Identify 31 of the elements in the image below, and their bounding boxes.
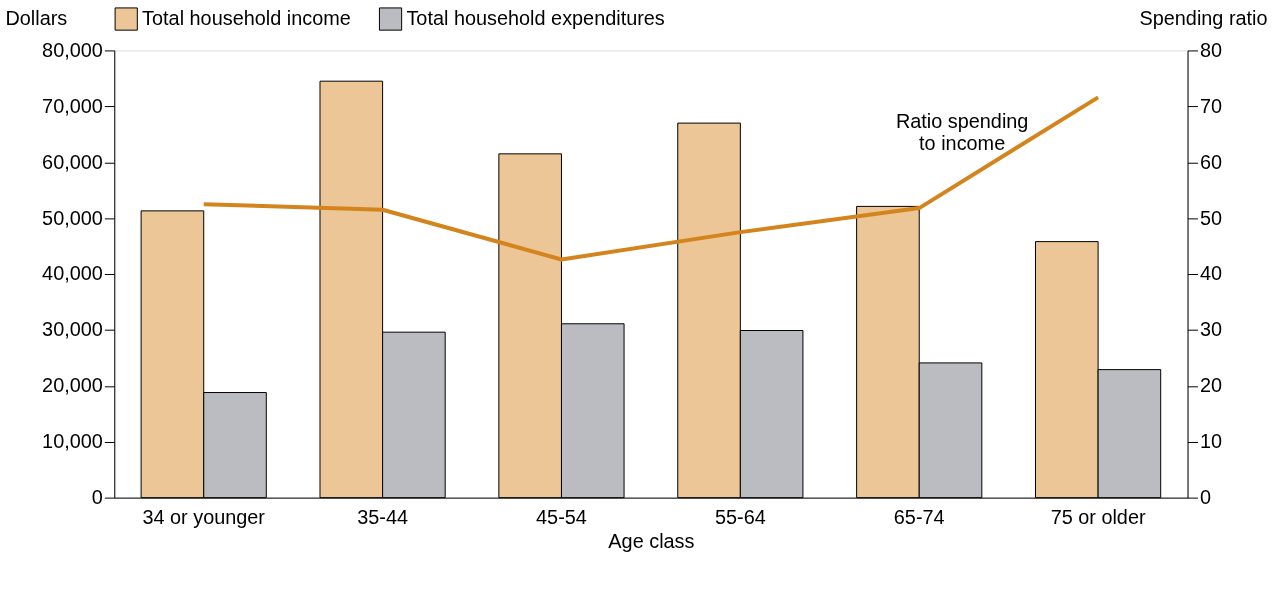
y-tick-label: 80,000 xyxy=(42,38,103,61)
y2-tick-label: 10 xyxy=(1199,430,1223,453)
y2-tick-label: 50 xyxy=(1199,206,1223,229)
y2-tick-label: 20 xyxy=(1199,374,1223,397)
x-tick-label: 55-64 xyxy=(714,505,766,528)
x-axis-title: Age class xyxy=(608,529,695,552)
y-tick-label: 50,000 xyxy=(42,206,103,229)
y2-tick-label: 30 xyxy=(1199,318,1223,341)
annotation: Ratio spending to income xyxy=(895,109,1029,154)
legend-label: Total household income xyxy=(142,7,351,30)
y-tick-label: 60,000 xyxy=(42,150,103,173)
y2-tick-label: 70 xyxy=(1199,94,1223,117)
y-tick-label: 20,000 xyxy=(42,374,103,397)
line-series xyxy=(201,95,1101,262)
y2-tick-label: 40 xyxy=(1199,262,1223,285)
legend-label: Total household expenditures xyxy=(406,7,665,30)
y2-axis-title: Spending ratio xyxy=(1139,7,1268,30)
y-tick-label: 30,000 xyxy=(42,318,103,341)
y-tick-label: 0 xyxy=(91,486,103,509)
y-tick-label: 40,000 xyxy=(42,262,103,285)
y2-tick-label: 80 xyxy=(1199,38,1223,61)
y-axis-title: Dollars xyxy=(5,7,68,30)
x-tick-label: 45-54 xyxy=(536,505,587,528)
y2-tick-label: 60 xyxy=(1199,150,1223,173)
y-tick-label: 10,000 xyxy=(42,430,103,453)
y-tick-label: 70,000 xyxy=(42,94,103,117)
x-tick-label: 35-44 xyxy=(357,505,408,528)
x-tick-label: 75 or older xyxy=(1050,505,1146,528)
y2-tick-label: 0 xyxy=(1199,486,1211,509)
x-tick-label: 34 or younger xyxy=(142,505,266,528)
x-tick-label: 65-74 xyxy=(893,505,945,528)
